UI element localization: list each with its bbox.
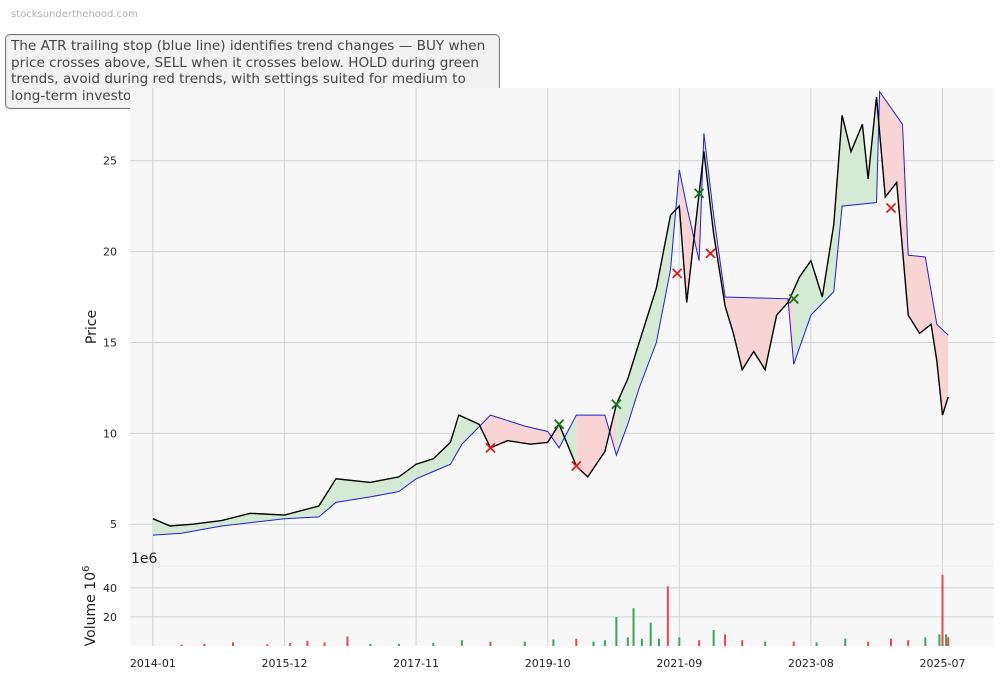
volume-bar-11 <box>460 640 463 646</box>
volume-bar-32 <box>815 642 818 646</box>
price-tick-label-5: 5 <box>110 518 117 531</box>
volume-bar-27 <box>712 630 715 646</box>
volume-bar-31 <box>792 641 795 646</box>
volume-bar-36 <box>907 640 910 646</box>
volume-bar-5 <box>306 640 309 646</box>
volume-bar-29 <box>741 640 744 646</box>
volume-bar-19 <box>626 637 629 646</box>
volume-bar-13 <box>523 641 526 646</box>
axes: 5 10 15 20 25 20 40 2014-01 2015-12 2017-11 2019-1… <box>81 155 965 670</box>
volume-bar-9 <box>397 643 400 646</box>
buy-signal-marker-3 <box>611 399 622 410</box>
volume-tick-label-20: 20 <box>103 611 117 624</box>
volume-bar-17 <box>603 640 606 646</box>
sell-signal-marker-6 <box>705 248 716 259</box>
x-tick-label-2015-12: 2015-12 <box>262 657 308 670</box>
volume-bar-2 <box>231 642 234 646</box>
trend-fill-bull-2 <box>559 415 577 466</box>
stop-line <box>152 90 949 536</box>
volume-bar-20 <box>632 608 635 646</box>
volume-bar-25 <box>678 637 681 646</box>
trend-fill-bull-4 <box>616 169 680 456</box>
price-axis-label: Price <box>84 310 100 344</box>
volume-bar-23 <box>658 638 661 646</box>
volume-bar-12 <box>489 641 492 646</box>
volume-tick-label-40: 40 <box>103 582 117 595</box>
volume-axis-exponent: 6 <box>81 566 92 572</box>
volume-bar-26 <box>698 640 701 646</box>
volume-bar-34 <box>867 641 870 646</box>
sell-signal-marker-8 <box>885 202 897 214</box>
watermark: stocksunderthehood.com <box>11 9 138 20</box>
volume-bar-15 <box>575 638 578 646</box>
trend-fill-bear-9 <box>879 91 949 414</box>
volume-bar-0 <box>180 644 183 646</box>
volume-bar-16 <box>592 641 595 646</box>
volume-bar-8 <box>369 643 372 646</box>
volume-bar-22 <box>649 622 652 646</box>
sell-signal-marker-4 <box>672 268 683 279</box>
grid-lines <box>130 88 994 646</box>
volume-bar-38 <box>938 634 941 646</box>
sell-signal-marker-2 <box>571 460 582 472</box>
x-tick-label-2023-08: 2023-08 <box>788 657 834 670</box>
x-tick-label-2019-10: 2019-10 <box>525 657 571 670</box>
trend-fills <box>152 91 949 536</box>
volume-panel <box>130 566 994 646</box>
volume-bar-28 <box>724 634 727 646</box>
price-line <box>152 97 949 527</box>
trend-fill-bear-1 <box>479 415 560 448</box>
volume-bar-37 <box>924 637 927 646</box>
trend-fill-bear-7 <box>713 215 794 368</box>
x-tick-label-2014-01: 2014-01 <box>130 657 176 670</box>
price-tick-label-25: 25 <box>103 155 117 168</box>
volume-bar-1 <box>203 643 206 646</box>
volume-offset-label: 1e6 <box>131 551 158 567</box>
series-lines <box>152 90 949 536</box>
buy-signal-marker-5 <box>693 188 705 199</box>
volume-bar-40 <box>945 634 948 646</box>
buy-signal-marker-1 <box>554 419 565 430</box>
volume-axis-label: Volume 106 <box>81 566 99 647</box>
volume-bar-41 <box>947 637 950 646</box>
volume-bar-30 <box>764 641 767 646</box>
x-tick-label-2025-07: 2025-07 <box>920 657 966 670</box>
volume-bars <box>180 574 950 646</box>
volume-bar-21 <box>640 638 643 646</box>
x-tick-label-2017-11: 2017-11 <box>393 657 439 670</box>
price-tick-label-20: 20 <box>103 246 117 259</box>
sell-signal-marker-0 <box>485 442 496 453</box>
volume-bar-35 <box>890 638 893 646</box>
volume-bar-10 <box>432 643 435 646</box>
volume-bar-24 <box>666 586 669 646</box>
price-tick-label-15: 15 <box>103 336 117 349</box>
volume-bar-14 <box>552 639 555 646</box>
price-tick-label-10: 10 <box>103 427 117 440</box>
volume-bar-3 <box>266 644 269 646</box>
x-tick-label-2021-09: 2021-09 <box>656 657 702 670</box>
signal-markers <box>485 188 897 472</box>
buy-signal-marker-7 <box>788 293 799 304</box>
volume-bar-7 <box>346 636 349 646</box>
volume-bar-39 <box>941 574 944 646</box>
trend-fill-bull-6 <box>699 135 714 261</box>
volume-bar-33 <box>844 638 847 646</box>
volume-bar-4 <box>289 643 292 646</box>
trend-fill-bear-3 <box>576 404 617 477</box>
volume-bar-18 <box>615 616 618 646</box>
trend-fill-bull-8 <box>793 91 880 365</box>
trend-fill-bull-0 <box>152 416 479 536</box>
volume-bar-6 <box>323 642 326 646</box>
